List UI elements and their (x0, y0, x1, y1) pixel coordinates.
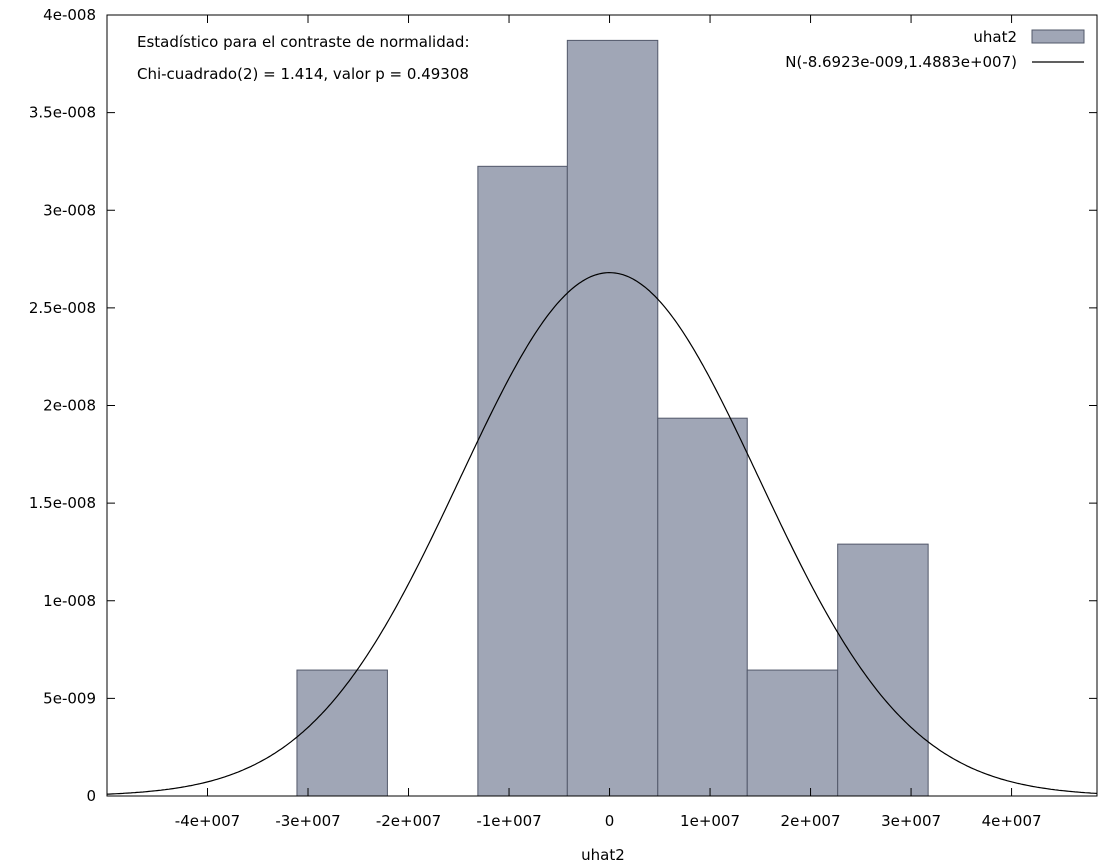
normality-test-statistic: Chi-cuadrado(2) = 1.414, valor p = 0.493… (137, 65, 469, 83)
x-tick-label-5: 1e+007 (680, 812, 740, 830)
legend-label-normal: N(-8.6923e-009,1.4883e+007) (785, 53, 1017, 71)
y-tick-label-0: 0 (86, 787, 96, 805)
y-tick-label-4: 2e-008 (43, 397, 96, 415)
normality-test-heading: Estadístico para el contraste de normali… (137, 33, 470, 51)
y-tick-label-3: 1.5e-008 (29, 494, 96, 512)
x-axis-title: uhat2 (581, 846, 625, 864)
x-tick-label-6: 2e+007 (781, 812, 841, 830)
y-tick-label-2: 1e-008 (43, 592, 96, 610)
y-tick-label-7: 3.5e-008 (29, 104, 96, 122)
histogram-bar-4 (657, 417, 748, 797)
y-tick-label-6: 3e-008 (43, 201, 96, 219)
x-tick-label-7: 3e+007 (881, 812, 941, 830)
legend-label-histogram: uhat2 (973, 28, 1017, 46)
legend: uhat2 N(-8.6923e-009,1.4883e+007) (785, 28, 1085, 71)
y-tick-label-5: 2.5e-008 (29, 299, 96, 317)
histogram-bar-2 (477, 165, 568, 797)
x-axis: -4e+007 -3e+007 -2e+007 -1e+007 0 1e+007 2e+00… (175, 15, 1042, 830)
x-tick-label-4: 0 (605, 812, 615, 830)
histogram-bar-6 (837, 543, 929, 797)
histogram-bar-0 (296, 669, 388, 797)
normal-density-curve (107, 271, 1098, 795)
x-tick-label-2: -2e+007 (376, 812, 441, 830)
x-tick-label-1: -3e+007 (275, 812, 340, 830)
y-axis: 0 5e-009 1e-008 1.5e-008 2e-008 2.5e-008 3e-00… (29, 6, 1097, 805)
histogram-bars (296, 39, 929, 797)
histogram-bar-5 (746, 669, 839, 797)
x-tick-label-8: 4e+007 (982, 812, 1042, 830)
y-tick-label-8: 4e-008 (43, 6, 96, 24)
y-tick-label-1: 5e-009 (43, 689, 96, 707)
histogram-bar-3 (566, 39, 659, 797)
x-tick-label-3: -1e+007 (476, 812, 541, 830)
x-tick-label-0: -4e+007 (175, 812, 240, 830)
legend-swatch-histogram (1031, 29, 1085, 44)
